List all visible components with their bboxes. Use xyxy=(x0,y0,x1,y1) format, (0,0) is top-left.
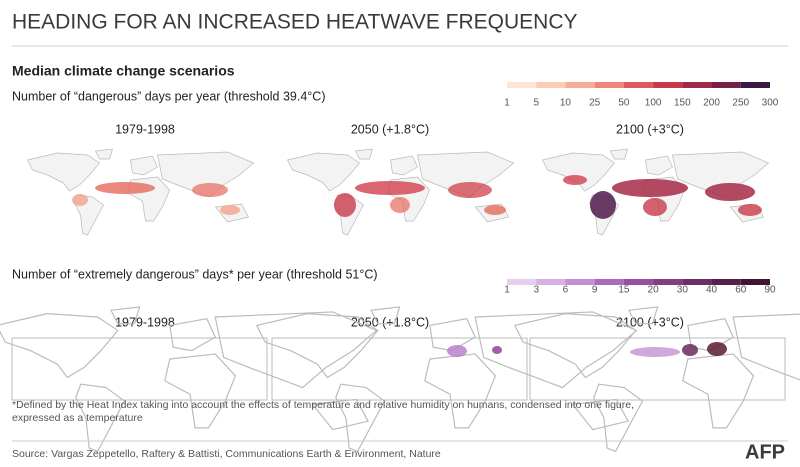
legend-label: 60 xyxy=(735,285,747,296)
map xyxy=(26,148,255,236)
legend-swatch xyxy=(653,279,683,285)
period-label: 2100 (+3°C) xyxy=(616,315,684,329)
legend-label: 25 xyxy=(589,98,601,109)
legend-swatch xyxy=(507,82,537,88)
legend-swatch xyxy=(682,82,712,88)
legend-label: 250 xyxy=(732,98,749,109)
legend-swatch xyxy=(740,82,770,88)
footnote: expressed as a temperature xyxy=(12,412,143,424)
source: Source: Vargas Zeppetello, Raftery & Bat… xyxy=(12,448,441,460)
legend-label: 300 xyxy=(762,98,779,109)
legend-swatch xyxy=(536,82,566,88)
legend-swatch xyxy=(536,279,566,285)
legend-swatch xyxy=(565,82,595,88)
legend-swatch xyxy=(594,82,624,88)
period-label: 2050 (+1.8°C) xyxy=(351,122,429,136)
legend-label: 3 xyxy=(533,285,539,296)
legend-label: 5 xyxy=(533,98,539,109)
legend-label: 150 xyxy=(674,98,691,109)
map xyxy=(541,148,770,236)
legend-swatch xyxy=(740,279,770,285)
legend-swatch xyxy=(594,279,624,285)
legend-label: 50 xyxy=(618,98,630,109)
legend-swatch xyxy=(623,82,654,88)
legend-swatch xyxy=(711,82,741,88)
legend-label: 1 xyxy=(504,285,510,296)
legend: 1 3 6 9 15 20 30 40 60 90 xyxy=(504,279,776,296)
legend-swatch xyxy=(565,279,595,285)
legend-label: 1 xyxy=(504,98,510,109)
legend-label: 6 xyxy=(563,285,569,296)
period-label: 1979-1998 xyxy=(115,122,175,136)
legend-label: 10 xyxy=(560,98,572,109)
period-label: 2100 (+3°C) xyxy=(616,122,684,136)
subtitle: Median climate change scenarios xyxy=(12,63,235,79)
legend-label: 40 xyxy=(706,285,718,296)
logo: AFP xyxy=(745,441,785,463)
legend-swatch xyxy=(653,82,683,88)
footnote: *Defined by the Heat Index taking into a… xyxy=(12,399,634,411)
legend-swatch xyxy=(623,279,654,285)
legend-label: 90 xyxy=(764,285,776,296)
section-label: Number of “extremely dangerous” days* pe… xyxy=(12,267,378,281)
map xyxy=(255,306,638,453)
section-label: Number of “dangerous” days per year (thr… xyxy=(12,89,325,103)
legend-swatch xyxy=(682,279,712,285)
legend-swatch xyxy=(711,279,741,285)
period-label: 2050 (+1.8°C) xyxy=(351,315,429,329)
legend-label: 100 xyxy=(645,98,662,109)
legend-label: 200 xyxy=(703,98,720,109)
map xyxy=(0,306,378,453)
map xyxy=(513,306,800,453)
map xyxy=(286,148,515,236)
legend: 1 5 10 25 50 100 150 200 250 300 xyxy=(504,82,779,109)
legend-swatch xyxy=(507,279,537,285)
legend-label: 20 xyxy=(648,285,660,296)
period-label: 1979-1998 xyxy=(115,315,175,329)
legend-label: 15 xyxy=(618,285,630,296)
title: HEADING FOR AN INCREASED HEATWAVE FREQUE… xyxy=(12,11,578,34)
legend-label: 30 xyxy=(677,285,689,296)
legend-label: 9 xyxy=(592,285,598,296)
